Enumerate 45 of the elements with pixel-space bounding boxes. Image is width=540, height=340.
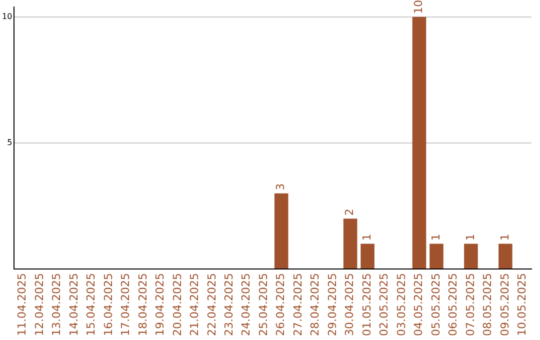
x-tick-label: 12.04.2025: [32, 273, 46, 336]
data-label: 1: [360, 234, 374, 241]
x-tick-label: 25.04.2025: [256, 273, 270, 336]
data-label: 1: [498, 234, 512, 241]
x-tick-label: 17.04.2025: [119, 273, 132, 336]
x-tick-label: 21.04.2025: [188, 273, 202, 336]
x-tick-label: 05.05.2025: [429, 273, 442, 336]
x-tick-label: 27.04.2025: [291, 273, 304, 336]
x-tick-label: 26.04.2025: [274, 273, 288, 336]
x-tick-label: 16.04.2025: [102, 273, 115, 336]
bar: [360, 244, 374, 269]
x-tick-label: 29.04.2025: [326, 273, 339, 336]
x-tick-label: 28.04.2025: [308, 273, 322, 336]
x-tick-label: 01.05.2025: [360, 273, 374, 336]
data-label: 10: [412, 0, 426, 14]
x-tick-label: 20.04.2025: [170, 273, 184, 336]
bar: [464, 244, 478, 269]
x-tick-label: 11.04.2025: [16, 273, 29, 336]
bar: [343, 218, 358, 269]
x-tick-label: 19.04.2025: [154, 273, 167, 336]
x-tick-label: 07.05.2025: [464, 273, 477, 336]
x-tick-label: 10.05.2025: [516, 273, 529, 336]
x-tick-label: 23.04.2025: [222, 273, 236, 336]
x-tick-label: 24.04.2025: [240, 273, 253, 336]
x-tick-label: 15.04.2025: [84, 273, 98, 336]
bar: [498, 244, 512, 269]
x-tick-label: 09.05.2025: [498, 273, 512, 336]
x-tick-label: 02.05.2025: [378, 273, 391, 336]
bar: [430, 244, 444, 269]
x-tick-label: 06.05.2025: [446, 273, 460, 336]
x-tick-label: 18.04.2025: [136, 273, 150, 336]
data-label: 1: [429, 234, 442, 241]
data-label: 1: [464, 234, 477, 241]
bar: [412, 16, 426, 269]
y-tick-label: 5: [7, 138, 12, 148]
x-tick-label: 22.04.2025: [205, 273, 218, 336]
x-tick-label: 30.04.2025: [343, 273, 356, 336]
x-tick-label: 08.05.2025: [481, 273, 494, 336]
bar: [274, 193, 288, 269]
x-tick-label: 04.05.2025: [412, 273, 426, 336]
data-label: 3: [274, 183, 288, 190]
data-label: 2: [343, 208, 356, 216]
x-tick-label: 13.04.2025: [50, 273, 64, 336]
x-tick-label: 03.05.2025: [394, 273, 408, 336]
x-tick-label: 14.04.2025: [67, 273, 80, 336]
